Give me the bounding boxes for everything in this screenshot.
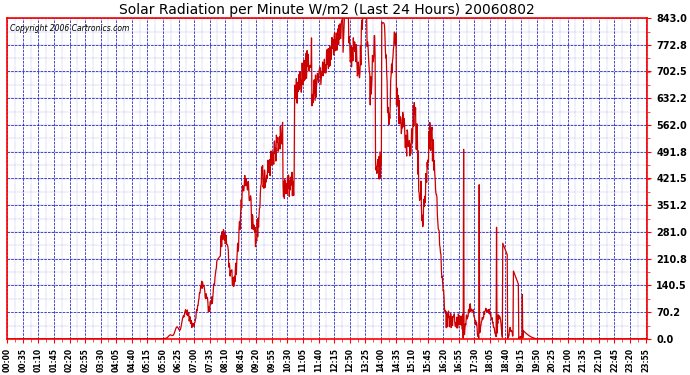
Title: Solar Radiation per Minute W/m2 (Last 24 Hours) 20060802: Solar Radiation per Minute W/m2 (Last 24… [119,3,535,17]
Text: Copyright 2006 Cartronics.com: Copyright 2006 Cartronics.com [10,24,130,33]
